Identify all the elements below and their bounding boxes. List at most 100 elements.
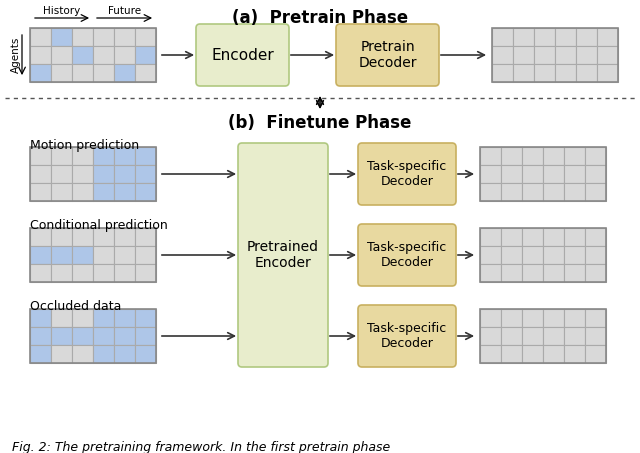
Bar xyxy=(501,309,522,327)
Bar xyxy=(522,183,543,201)
Bar xyxy=(93,165,114,183)
Text: (b)  Finetune Phase: (b) Finetune Phase xyxy=(228,114,412,132)
Bar xyxy=(72,183,93,201)
Text: Task-specific
Decoder: Task-specific Decoder xyxy=(367,241,447,269)
Bar xyxy=(480,147,501,165)
Bar xyxy=(513,64,534,82)
Bar xyxy=(501,246,522,264)
Bar xyxy=(522,309,543,327)
Text: Task-specific
Decoder: Task-specific Decoder xyxy=(367,160,447,188)
Bar xyxy=(30,46,51,64)
Bar xyxy=(564,228,585,246)
Bar xyxy=(501,327,522,345)
Bar xyxy=(480,228,501,246)
Bar xyxy=(480,246,501,264)
Bar xyxy=(30,28,156,82)
Text: Pretrained
Encoder: Pretrained Encoder xyxy=(247,240,319,270)
Bar xyxy=(576,64,597,82)
Text: Pretrain
Decoder: Pretrain Decoder xyxy=(358,40,417,70)
Bar xyxy=(597,46,618,64)
Bar xyxy=(480,165,501,183)
Bar xyxy=(51,147,72,165)
FancyBboxPatch shape xyxy=(358,143,456,205)
Bar xyxy=(513,46,534,64)
Bar xyxy=(585,327,606,345)
Bar xyxy=(501,264,522,282)
Bar xyxy=(72,246,93,264)
Bar xyxy=(585,246,606,264)
Bar xyxy=(93,28,114,46)
Bar xyxy=(51,309,72,327)
Bar xyxy=(93,46,114,64)
Bar xyxy=(522,246,543,264)
Bar xyxy=(114,64,135,82)
Bar xyxy=(480,264,501,282)
Bar xyxy=(93,264,114,282)
Bar xyxy=(480,327,501,345)
Bar xyxy=(135,46,156,64)
Bar xyxy=(543,183,564,201)
Bar xyxy=(135,345,156,363)
Bar xyxy=(30,64,51,82)
Bar xyxy=(30,309,51,327)
Bar xyxy=(72,345,93,363)
Bar xyxy=(114,28,135,46)
Bar xyxy=(114,228,135,246)
Bar xyxy=(72,46,93,64)
Bar xyxy=(30,309,156,363)
Bar xyxy=(114,46,135,64)
Bar xyxy=(480,183,501,201)
Text: Future: Future xyxy=(108,6,141,16)
Bar xyxy=(564,183,585,201)
Text: History: History xyxy=(43,6,80,16)
Bar xyxy=(30,147,156,201)
Bar xyxy=(585,309,606,327)
Bar xyxy=(534,46,555,64)
Bar xyxy=(543,228,564,246)
Bar xyxy=(534,64,555,82)
Bar xyxy=(114,327,135,345)
Bar xyxy=(135,64,156,82)
Bar xyxy=(51,264,72,282)
Bar xyxy=(492,28,618,82)
Bar xyxy=(576,28,597,46)
Bar xyxy=(30,228,51,246)
Bar xyxy=(93,228,114,246)
Bar xyxy=(93,183,114,201)
FancyBboxPatch shape xyxy=(358,305,456,367)
Bar xyxy=(501,147,522,165)
Bar xyxy=(480,309,606,363)
Text: Agents: Agents xyxy=(11,37,21,73)
Bar xyxy=(30,345,51,363)
Bar xyxy=(51,28,72,46)
Text: (a)  Pretrain Phase: (a) Pretrain Phase xyxy=(232,9,408,27)
Bar xyxy=(93,309,114,327)
Bar xyxy=(93,327,114,345)
Bar xyxy=(93,246,114,264)
Text: Conditional prediction: Conditional prediction xyxy=(30,220,168,232)
Bar xyxy=(492,64,513,82)
Bar xyxy=(51,246,72,264)
Bar xyxy=(51,165,72,183)
Bar xyxy=(543,165,564,183)
Bar xyxy=(513,28,534,46)
Bar xyxy=(51,46,72,64)
Bar xyxy=(135,28,156,46)
Bar xyxy=(597,64,618,82)
Bar xyxy=(93,147,114,165)
Bar xyxy=(114,246,135,264)
FancyBboxPatch shape xyxy=(336,24,439,86)
Bar xyxy=(543,246,564,264)
Bar xyxy=(135,327,156,345)
Bar xyxy=(564,165,585,183)
Bar xyxy=(72,147,93,165)
Text: Fig. 2: The pretraining framework. In the first pretrain phase: Fig. 2: The pretraining framework. In th… xyxy=(12,441,390,453)
Bar xyxy=(72,327,93,345)
FancyBboxPatch shape xyxy=(358,224,456,286)
Bar xyxy=(135,228,156,246)
Bar xyxy=(30,183,51,201)
Bar xyxy=(135,165,156,183)
Bar xyxy=(585,147,606,165)
Bar xyxy=(492,46,513,64)
Bar xyxy=(30,147,51,165)
